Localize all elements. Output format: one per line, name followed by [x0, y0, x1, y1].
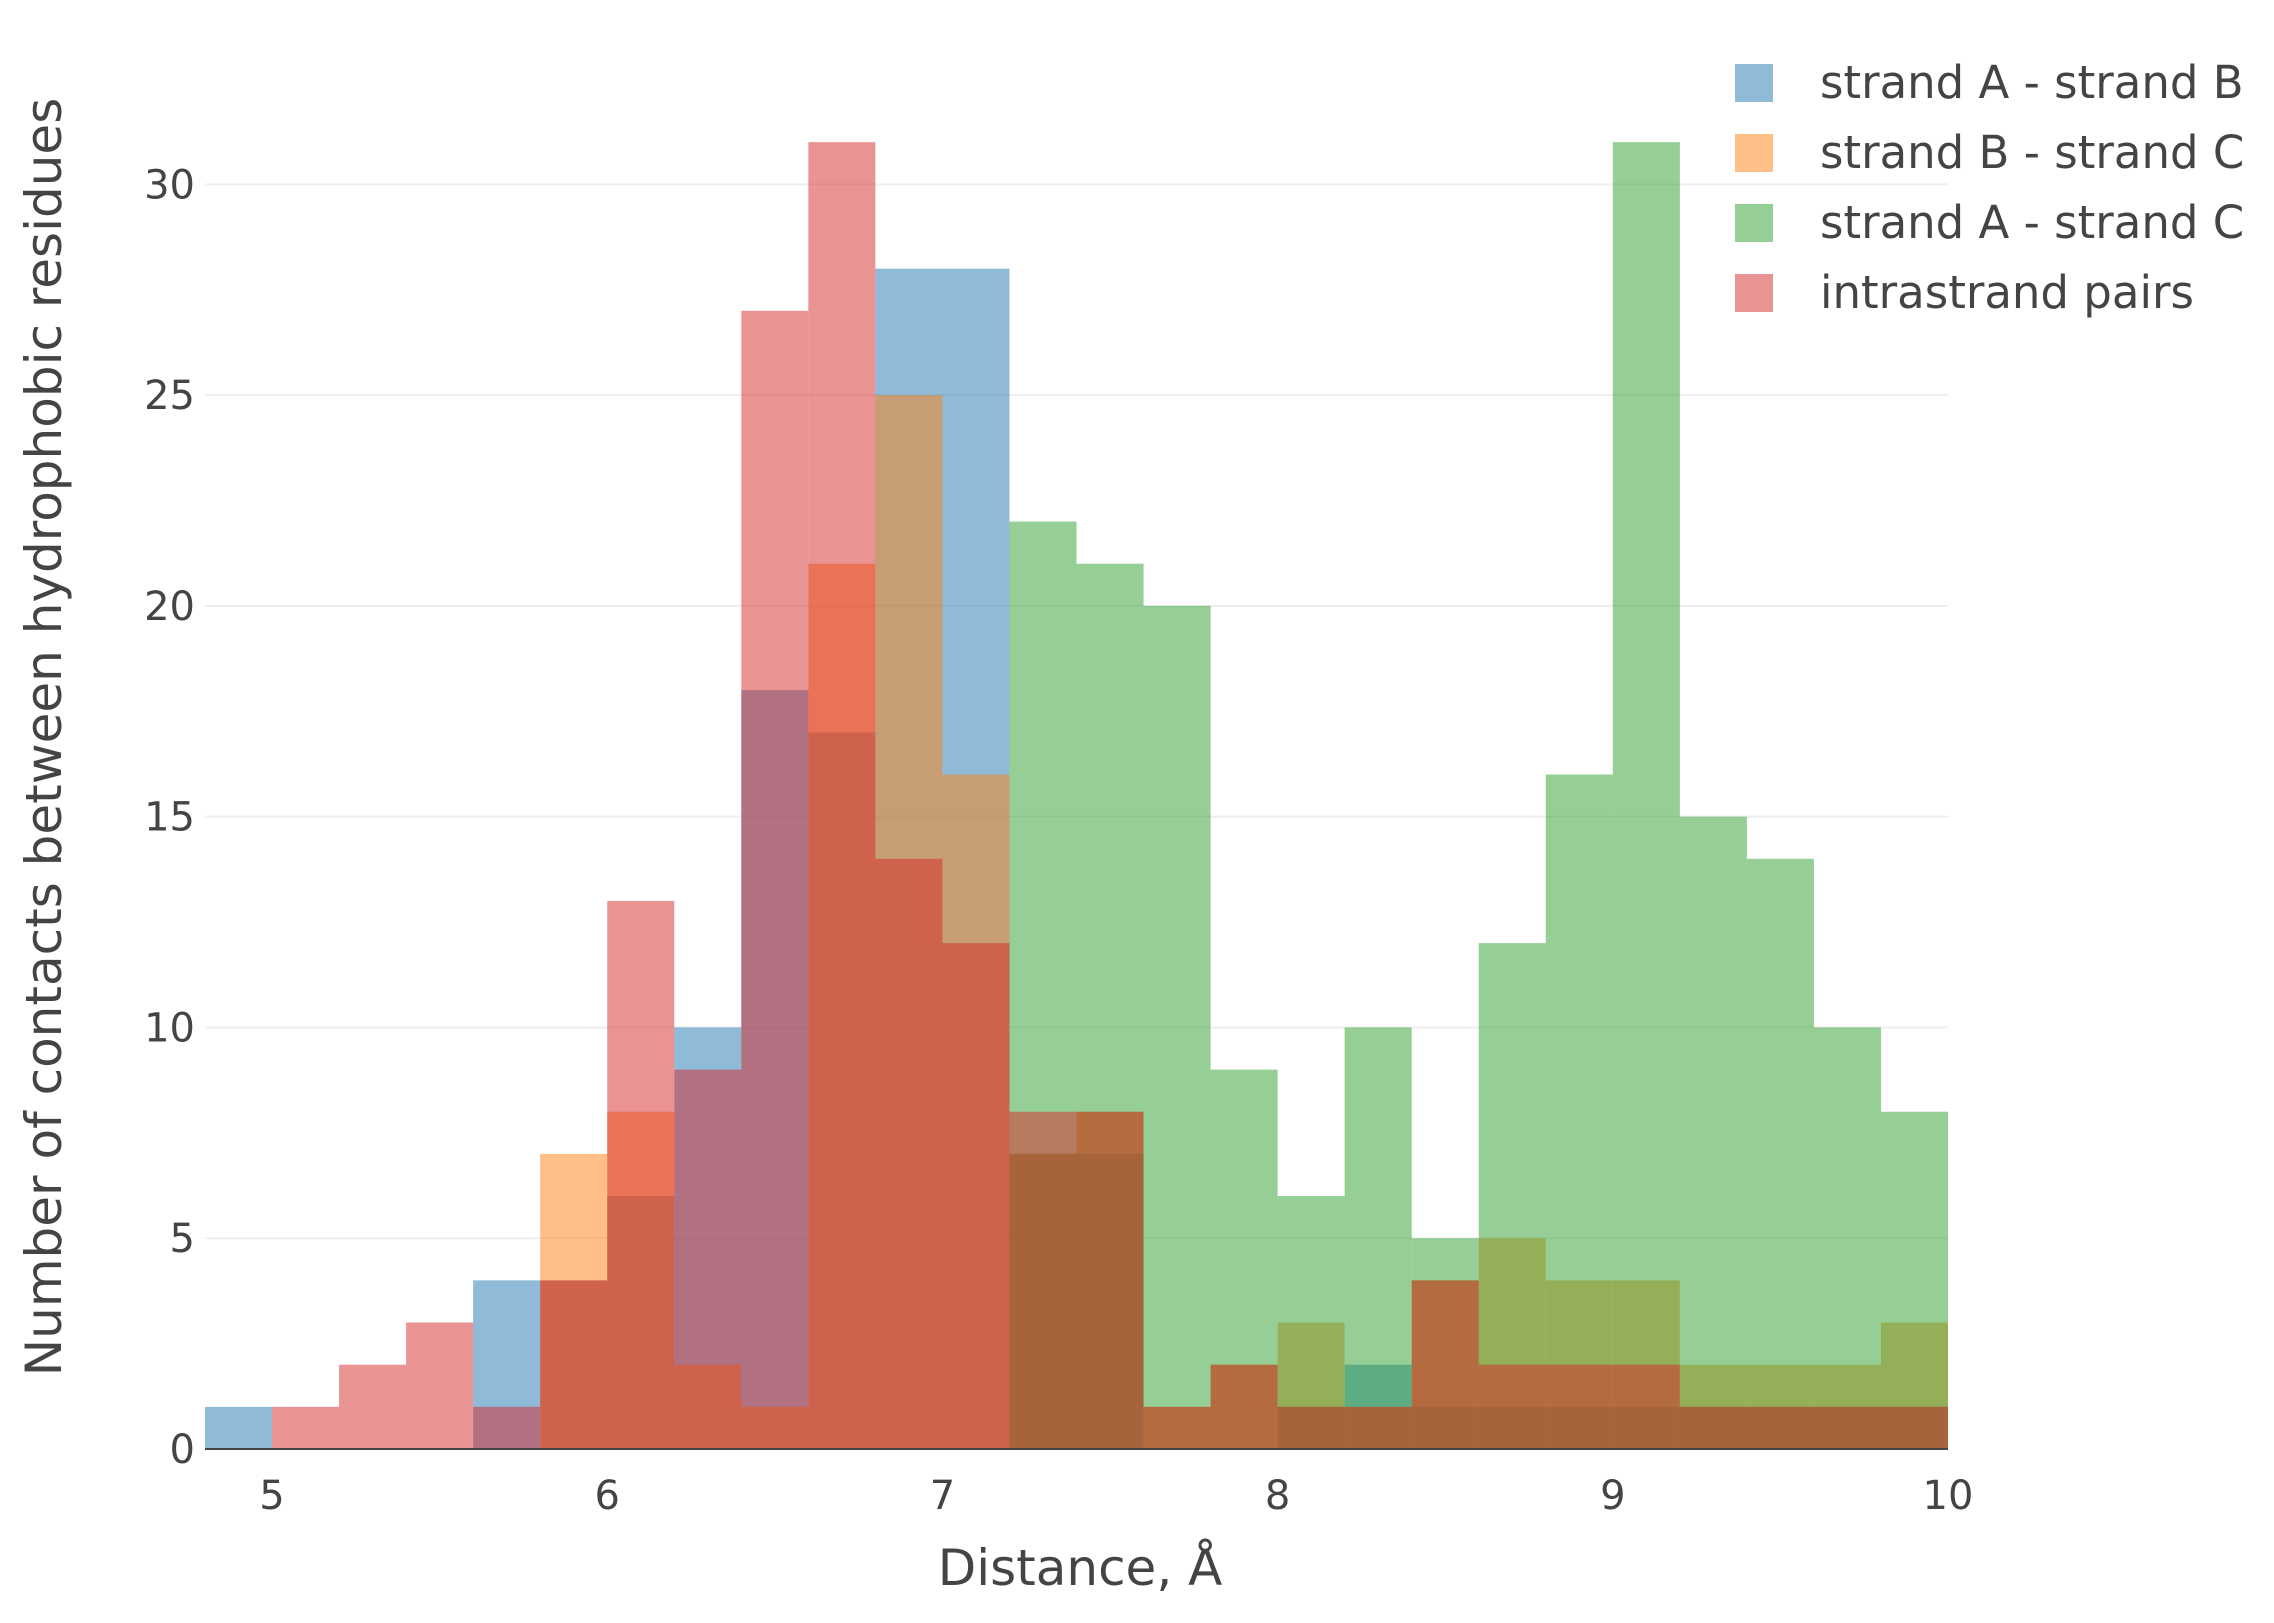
histogram-bar	[1545, 1364, 1613, 1449]
legend-swatch	[1735, 64, 1773, 102]
series-intrastrand-pairs	[272, 142, 1948, 1449]
legend-item[interactable]: strand A - strand B	[1735, 56, 2244, 109]
histogram-bar	[808, 142, 876, 1449]
histogram-bar	[875, 858, 943, 1449]
legend-swatch	[1735, 134, 1773, 172]
histogram-bar	[1143, 605, 1211, 1449]
histogram-bar	[1813, 1406, 1881, 1449]
histogram-bar	[1679, 816, 1747, 1449]
x-tick-label: 6	[595, 1473, 620, 1519]
histogram-bar	[1344, 1027, 1412, 1449]
histogram-bar	[406, 1322, 474, 1449]
histogram-bar	[1813, 1027, 1881, 1449]
y-tick-label: 10	[144, 1005, 195, 1051]
legend-label: strand A - strand C	[1820, 196, 2244, 249]
y-tick-label: 20	[144, 584, 195, 630]
histogram-bar	[1277, 1406, 1345, 1449]
x-axis-title: Distance, Å	[938, 1539, 1223, 1597]
histogram-bar	[1880, 1406, 1948, 1449]
histogram-bar	[1545, 774, 1613, 1449]
series-strand-A-strand-C	[1009, 142, 1948, 1449]
histogram-bar	[272, 1406, 340, 1449]
histogram-bar	[205, 1406, 273, 1449]
legend-swatch	[1735, 204, 1773, 242]
histogram-bar	[1880, 1111, 1948, 1449]
legend-label: strand B - strand C	[1820, 126, 2244, 179]
histogram-bar	[942, 943, 1010, 1449]
histogram-bar	[674, 1069, 742, 1449]
histogram-bar	[1009, 1111, 1077, 1449]
histogram-bar	[1478, 1364, 1546, 1449]
x-tick-label: 8	[1265, 1473, 1290, 1519]
histogram-bar	[540, 1280, 608, 1449]
histogram-bar	[1076, 1111, 1144, 1449]
y-tick-label: 0	[170, 1427, 195, 1473]
histogram-bar	[473, 1406, 541, 1449]
bars	[205, 142, 1948, 1449]
legend-item[interactable]: strand A - strand C	[1735, 196, 2244, 249]
histogram-bar	[1344, 1406, 1412, 1449]
x-tick-label: 10	[1923, 1473, 1974, 1519]
legend-label: intrastrand pairs	[1820, 266, 2194, 319]
histogram-bar	[607, 900, 675, 1449]
y-tick-label: 5	[170, 1216, 195, 1262]
x-tick-label: 5	[259, 1473, 284, 1519]
legend-label: strand A - strand B	[1820, 56, 2244, 109]
x-tick-label: 9	[1600, 1473, 1625, 1519]
histogram-bar	[1612, 142, 1680, 1449]
legend[interactable]: strand A - strand B strand B - strand C st…	[1735, 56, 2244, 319]
histogram-bar	[1679, 1406, 1747, 1449]
y-tick-label: 15	[144, 795, 195, 841]
histogram-bar	[1746, 858, 1814, 1449]
legend-item[interactable]: intrastrand pairs	[1735, 266, 2194, 319]
histogram-bar	[1411, 1280, 1479, 1449]
histogram-bar	[741, 310, 809, 1449]
y-tick-label: 30	[144, 162, 195, 208]
legend-item[interactable]: strand B - strand C	[1735, 126, 2244, 179]
y-axis-title: Number of contacts between hydrophobic r…	[15, 98, 73, 1377]
histogram-bar	[339, 1364, 407, 1449]
histogram-bar	[1746, 1406, 1814, 1449]
legend-swatch	[1735, 274, 1773, 312]
axes: 0 5 10 15 20 25 30 5 6 7 8 9 10	[144, 162, 1973, 1519]
histogram-bar	[1210, 1364, 1278, 1449]
histogram-bar	[1612, 1364, 1680, 1449]
x-tick-label: 7	[930, 1473, 955, 1519]
y-tick-label: 25	[144, 373, 195, 419]
histogram-bar	[1143, 1406, 1211, 1449]
